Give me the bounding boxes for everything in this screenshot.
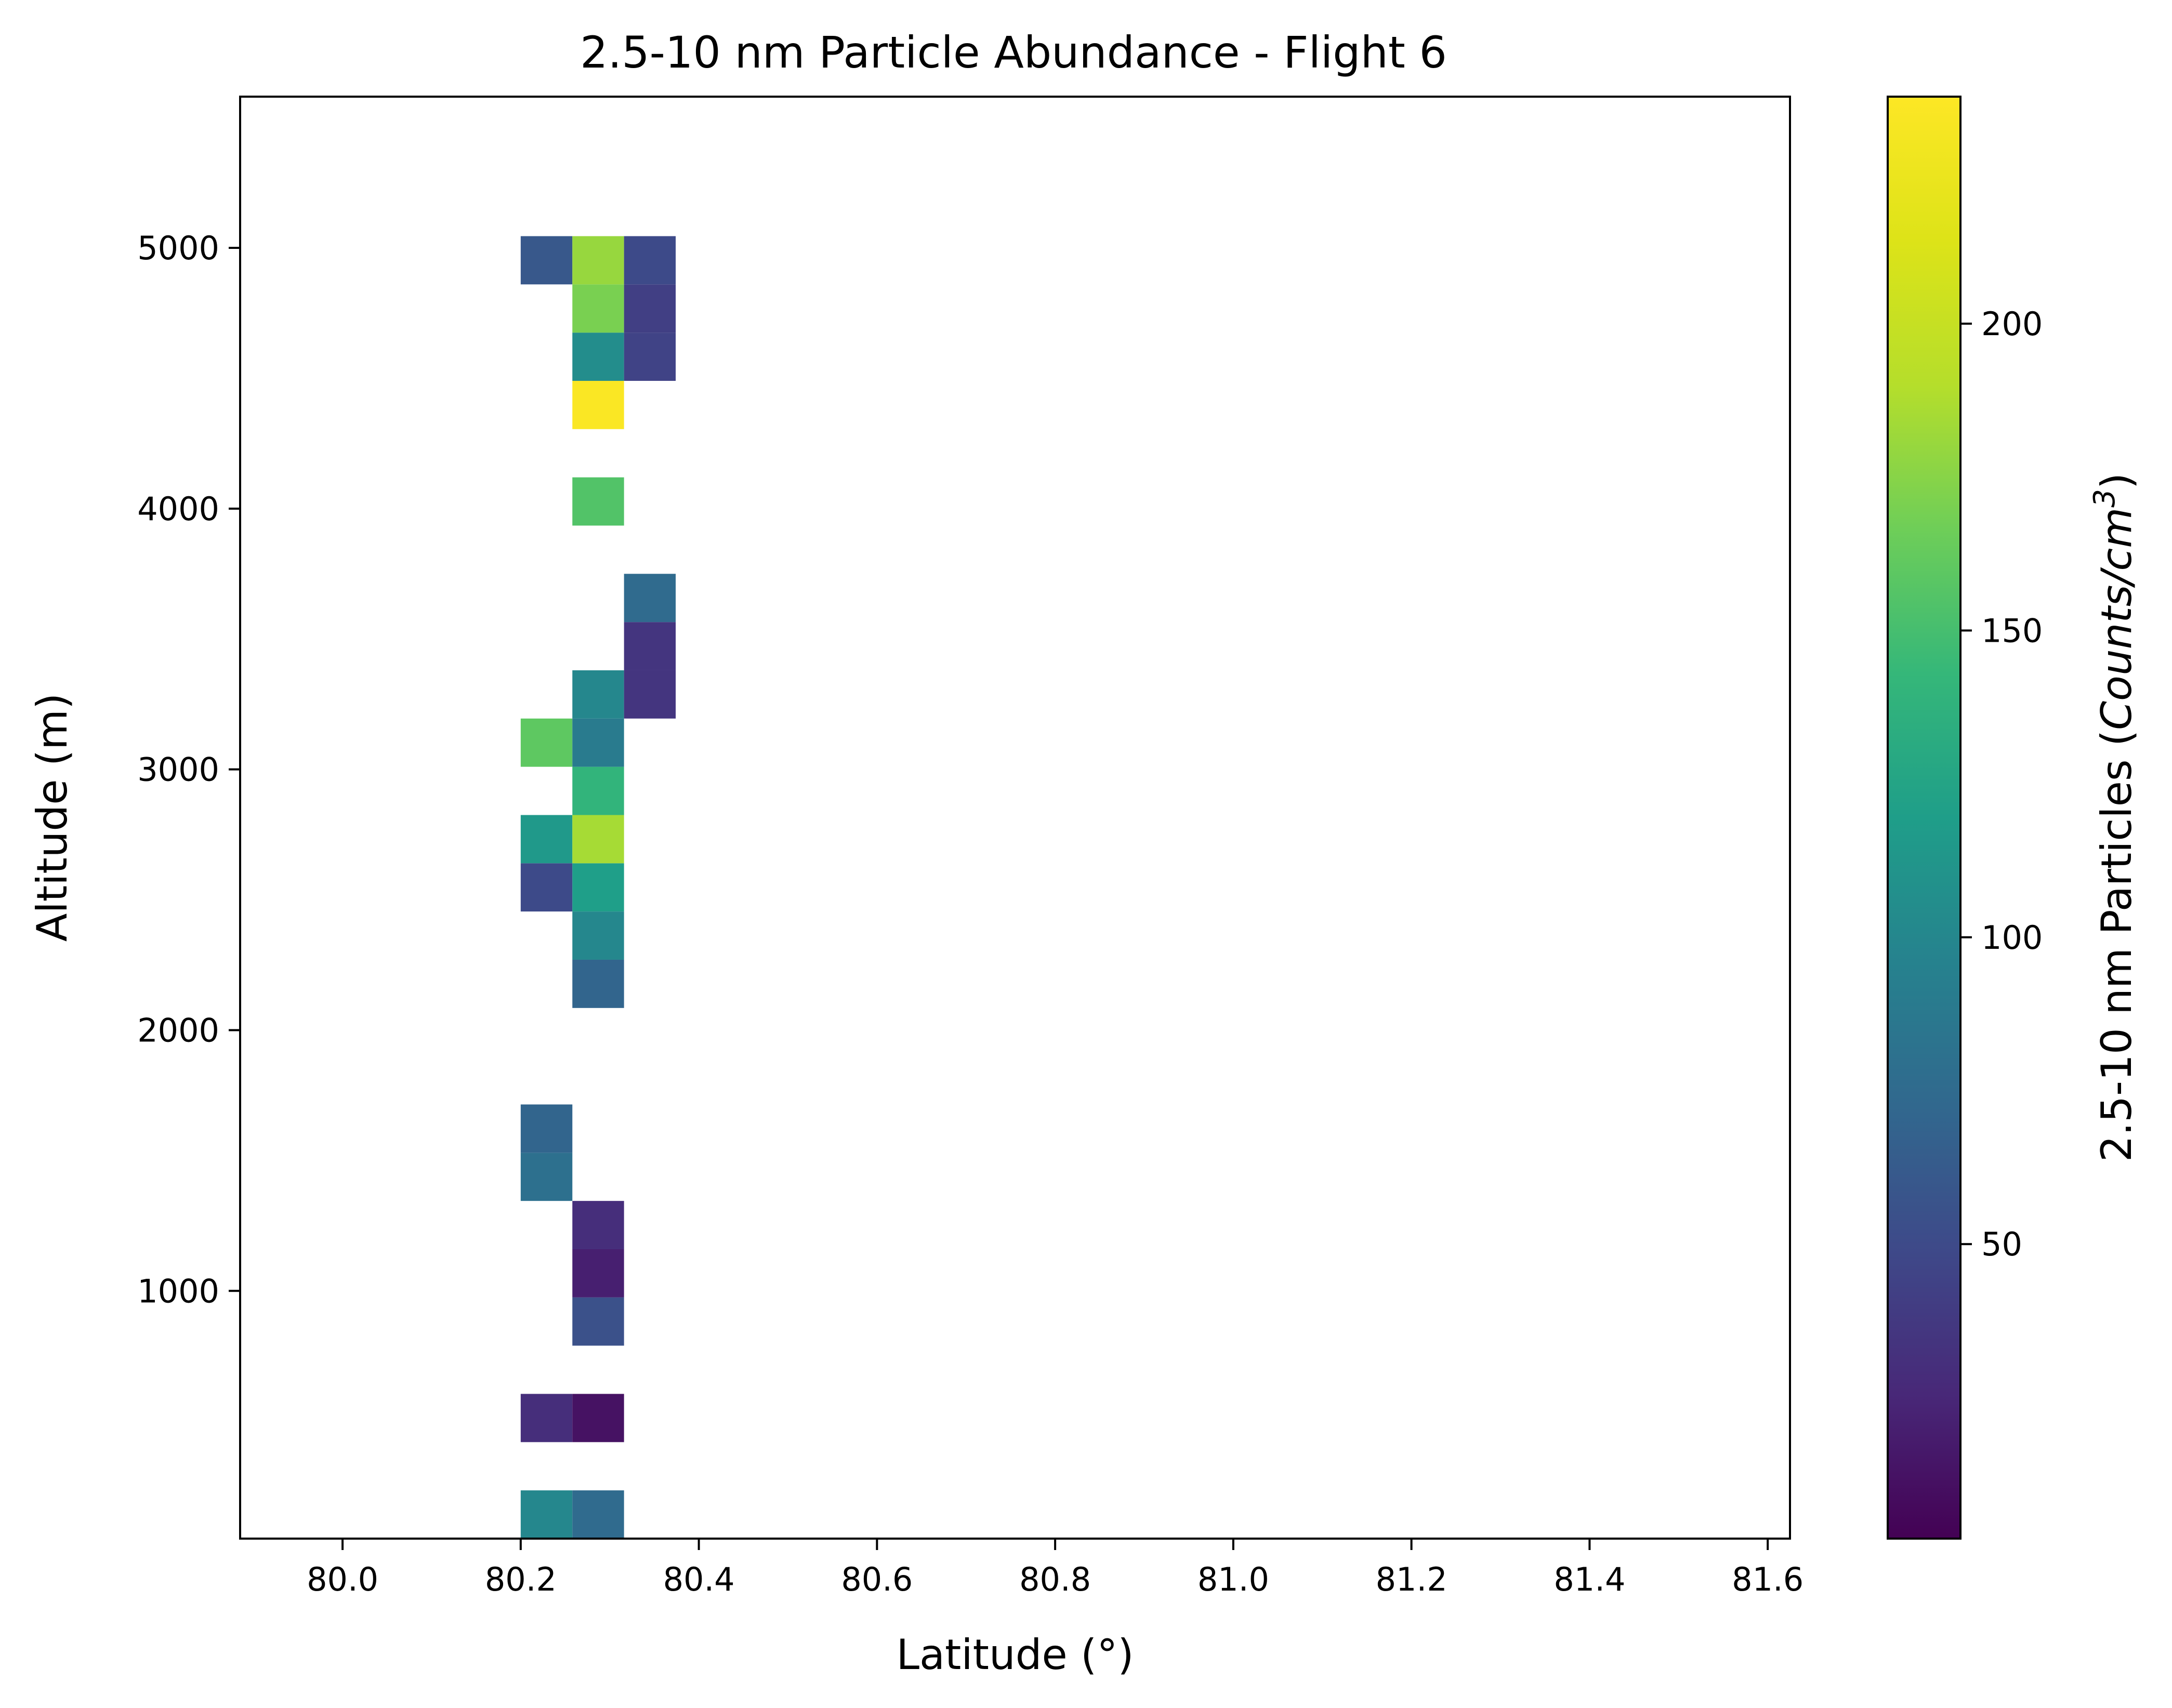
y-tick-label: 1000 (137, 1272, 219, 1310)
y-tick-label: 2000 (137, 1011, 219, 1049)
y-axis-label: Altitude (m) (28, 693, 76, 942)
x-tick-label: 81.0 (1197, 1560, 1269, 1598)
heatmap-cell (520, 236, 573, 285)
heatmap-cell (572, 959, 624, 1008)
heatmap-cell (572, 236, 624, 285)
x-axis-label: Latitude (°) (896, 1631, 1134, 1679)
heatmap-cell (624, 670, 676, 719)
heatmap-cell (520, 1153, 573, 1201)
heatmap-cell (624, 236, 676, 285)
y-tick-label: 3000 (137, 751, 219, 789)
x-tick-label: 80.2 (485, 1560, 557, 1598)
heatmap-cell (572, 477, 624, 526)
heatmap-cell (624, 284, 676, 333)
chart-title: 2.5-10 nm Particle Abundance - Flight 6 (580, 27, 1447, 78)
x-tick-label: 81.6 (1732, 1560, 1804, 1598)
heatmap-cell (572, 284, 624, 333)
x-tick-label: 81.2 (1376, 1560, 1447, 1598)
x-tick-label: 80.8 (1019, 1560, 1091, 1598)
y-tick-label: 4000 (137, 490, 219, 528)
colorbar-tick-label: 100 (1981, 919, 2043, 957)
heatmap-cell (572, 766, 624, 815)
colorbar-tick-label: 50 (1981, 1225, 2022, 1263)
colorbar-tick-label: 200 (1981, 305, 2043, 343)
heatmap-cell (624, 574, 676, 623)
heatmap-cell (572, 333, 624, 381)
y-tick-label: 5000 (137, 229, 219, 267)
heatmap-cell (572, 863, 624, 912)
x-tick-label: 80.4 (663, 1560, 735, 1598)
heatmap-cell (572, 670, 624, 719)
plot-frame (239, 96, 1791, 1540)
colorbar-ticks: 50 100 150 200 (1960, 305, 2043, 1263)
heatmap-cell (520, 1394, 573, 1442)
heatmap-cell (520, 1104, 573, 1153)
heatmap-cell (520, 718, 573, 767)
x-tick-label: 80.6 (841, 1560, 913, 1598)
colorbar-label: 2.5-10 nm Particles (Counts/cm3) (2088, 473, 2141, 1162)
heatmap-cell (572, 1201, 624, 1249)
heatmap-cell (520, 815, 573, 864)
x-tick-label: 81.4 (1554, 1560, 1625, 1598)
y-axis-ticks: 1000 2000 3000 4000 5000 (137, 229, 240, 1310)
heatmap-cell (624, 622, 676, 670)
heatmap-cell (572, 718, 624, 767)
colorbar (1887, 96, 1962, 1540)
heatmap-cell (520, 1490, 573, 1539)
x-axis-ticks: 80.0 80.2 80.4 80.6 80.8 81.0 81.2 81.4 81.6 (307, 1539, 1804, 1598)
heatmap-cell (572, 1249, 624, 1297)
heatmap-cell (520, 863, 573, 912)
heatmap-cell (572, 1297, 624, 1346)
colorbar-tick-label: 150 (1981, 612, 2043, 650)
heatmap-cell (572, 1394, 624, 1442)
x-tick-label: 80.0 (307, 1560, 378, 1598)
heatmap-cell (572, 1490, 624, 1539)
heatmap-cell (572, 380, 624, 429)
heatmap-cell (572, 911, 624, 960)
heatmap-cells (520, 236, 676, 1539)
heatmap-cell (572, 815, 624, 864)
heatmap-cell (624, 333, 676, 381)
